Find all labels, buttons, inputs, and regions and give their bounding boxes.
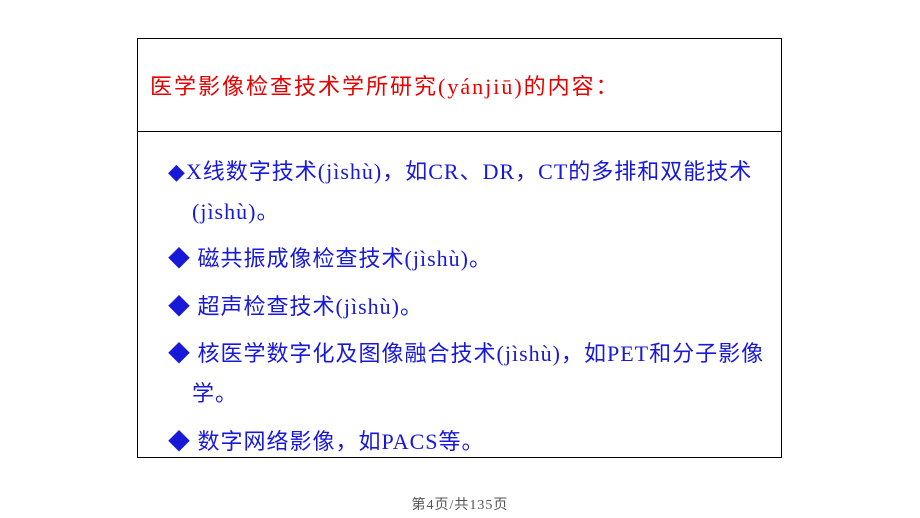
bullet-item: ◆X线数字技术(jìshù)，如CR、DR，CT的多排和双能技术(jìshù)。 [168,152,775,231]
bullet-text: 磁共振成像检查技术(jìshù)。 [191,246,492,271]
bullet-text: X线数字技术(jìshù)，如CR、DR，CT的多排和双能技术(jìshù)。 [186,159,752,224]
diamond-icon: ◆ [168,294,191,319]
bullet-item: ◆ 核医学数字化及图像融合技术(jìshù)，如PET和分子影像学。 [168,334,775,413]
bullet-item: ◆ 磁共振成像检查技术(jìshù)。 [168,239,775,279]
diamond-icon: ◆ [168,429,191,454]
bullet-text: 核医学数字化及图像融合技术(jìshù)，如PET和分子影像学。 [191,341,764,406]
bullet-item: ◆ 超声检查技术(jìshù)。 [168,287,775,327]
bullet-item: ◆ 数字网络影像，如PACS等。 [168,422,775,462]
slide-title: 医学影像检查技术学所研究(yánjiū)的内容： [150,69,769,101]
diamond-icon: ◆ [168,341,191,366]
bullet-text: 数字网络影像，如PACS等。 [191,429,485,454]
diamond-icon: ◆ [168,246,191,271]
page-number: 第4页/共135页 [0,494,920,514]
content-container: ◆X线数字技术(jìshù)，如CR、DR，CT的多排和双能技术(jìshù)。… [138,132,781,481]
diamond-icon: ◆ [168,159,186,184]
bullet-text: 超声检查技术(jìshù)。 [191,294,423,319]
slide-box: 医学影像检查技术学所研究(yánjiū)的内容： ◆X线数字技术(jìshù)，… [137,38,782,458]
title-container: 医学影像检查技术学所研究(yánjiū)的内容： [138,39,781,132]
